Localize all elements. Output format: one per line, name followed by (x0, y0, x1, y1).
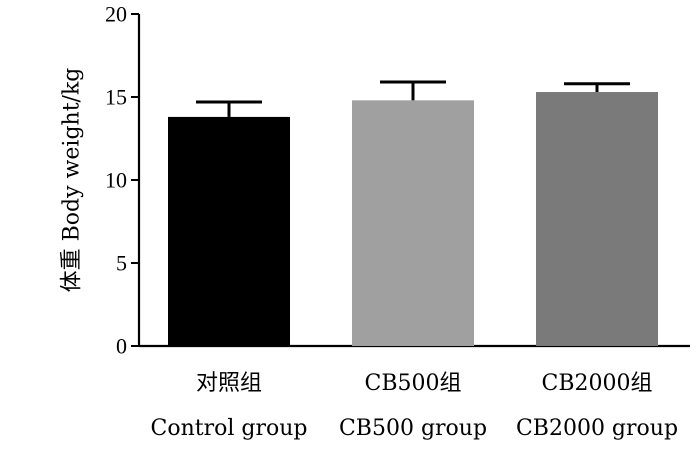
error-bar-2 (380, 80, 446, 101)
bar-1 (168, 116, 290, 346)
y-tick-label: 5 (116, 251, 127, 276)
bar-3 (536, 92, 658, 347)
y-tick-label: 10 (105, 168, 127, 193)
bars (168, 92, 658, 347)
error-bar-1 (196, 100, 262, 117)
y-ticks: 0 5 10 15 20 (105, 2, 139, 359)
error-bar-3 (564, 82, 630, 93)
x-tick-labels: 对照组 Control group CB500组 CB500 group CB2000组… (151, 371, 679, 441)
error-bars (196, 80, 630, 117)
x-tick-label-en: CB2000 group (516, 416, 678, 441)
x-tick-label-zh: CB500组 (365, 371, 462, 396)
x-tick-label-en: Control group (151, 416, 308, 441)
y-tick-label: 0 (116, 334, 127, 359)
x-tick-label-en: CB500 group (339, 416, 487, 441)
y-tick-label: 20 (105, 2, 127, 27)
x-tick-label-zh: 对照组 (196, 371, 262, 396)
y-tick-label: 15 (105, 85, 127, 110)
x-tick-label-zh: CB2000组 (542, 371, 653, 396)
bar-2 (352, 100, 474, 346)
y-axis-label: 体重 Body weight/kg (60, 68, 85, 293)
